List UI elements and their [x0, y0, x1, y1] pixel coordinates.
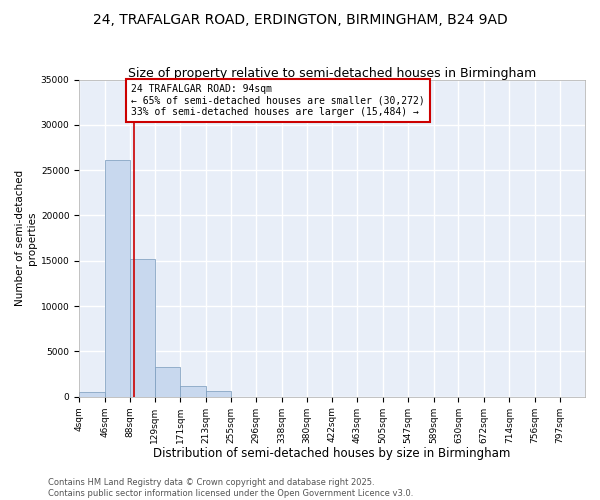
Bar [104, 160, 130, 396]
Bar [181, 386, 206, 396]
Bar [206, 392, 231, 396]
Bar [155, 367, 181, 396]
Y-axis label: Number of semi-detached
properties: Number of semi-detached properties [15, 170, 37, 306]
X-axis label: Distribution of semi-detached houses by size in Birmingham: Distribution of semi-detached houses by … [154, 447, 511, 460]
Bar [79, 392, 104, 396]
Text: Contains HM Land Registry data © Crown copyright and database right 2025.
Contai: Contains HM Land Registry data © Crown c… [48, 478, 413, 498]
Title: Size of property relative to semi-detached houses in Birmingham: Size of property relative to semi-detach… [128, 66, 536, 80]
Text: 24, TRAFALGAR ROAD, ERDINGTON, BIRMINGHAM, B24 9AD: 24, TRAFALGAR ROAD, ERDINGTON, BIRMINGHA… [92, 12, 508, 26]
Text: 24 TRAFALGAR ROAD: 94sqm
← 65% of semi-detached houses are smaller (30,272)
33% : 24 TRAFALGAR ROAD: 94sqm ← 65% of semi-d… [131, 84, 425, 117]
Bar [130, 259, 155, 396]
